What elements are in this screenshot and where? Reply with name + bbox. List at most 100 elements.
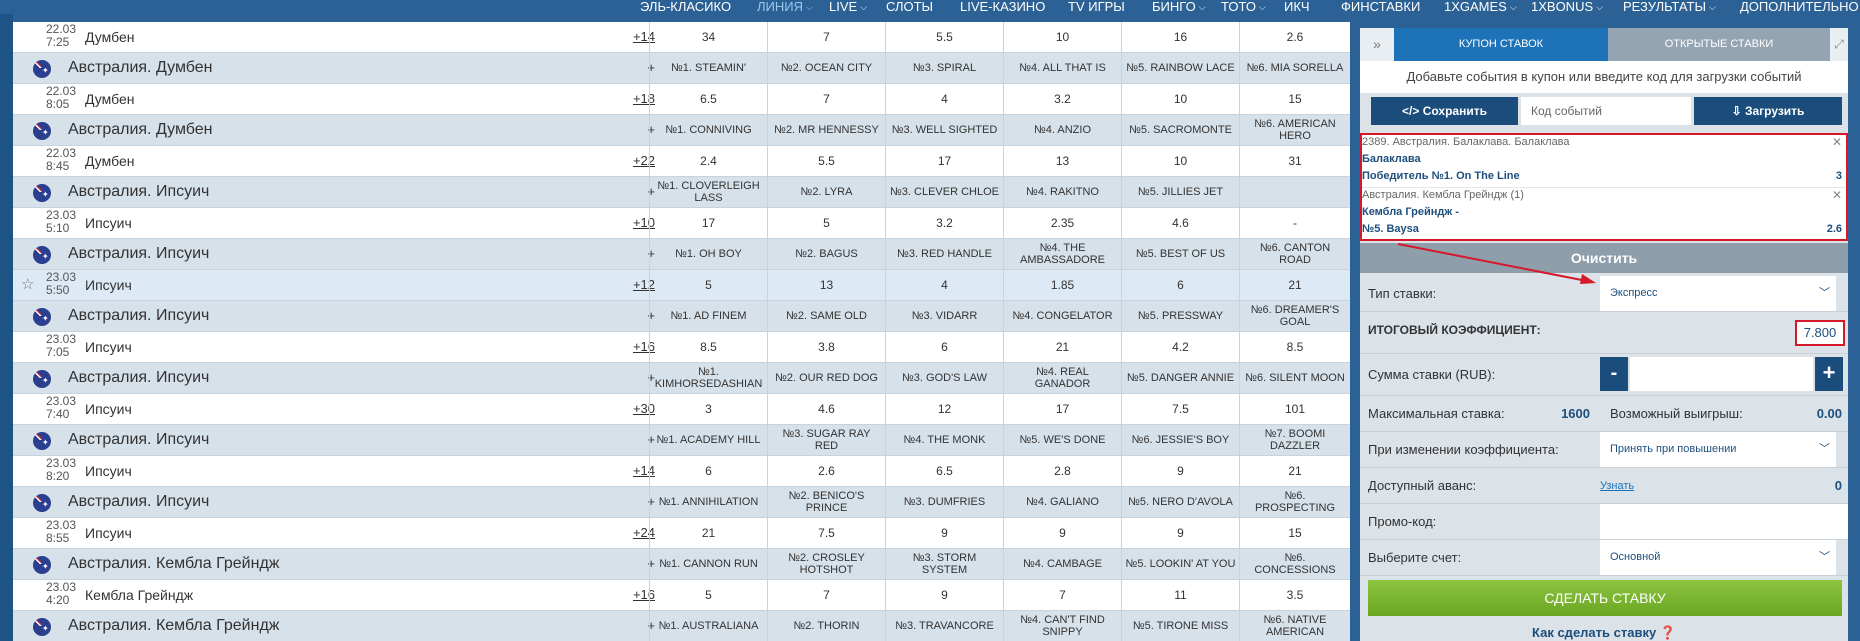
save-button[interactable]: </> Сохранить (1371, 97, 1518, 125)
favorite-star-icon[interactable]: ☆ (21, 276, 35, 293)
odds-cell[interactable]: 5.5 (767, 146, 885, 176)
odds-cell[interactable]: 5 (649, 580, 767, 610)
odds-cell[interactable]: 2.6 (1239, 22, 1350, 52)
odds-cell[interactable]: 34 (649, 22, 767, 52)
add-icon[interactable]: + (647, 618, 655, 633)
odds-cell[interactable]: 3.2 (1003, 84, 1121, 114)
odds-cell[interactable]: 17 (885, 146, 1003, 176)
odds-cell[interactable]: 13 (1003, 146, 1121, 176)
odds-cell[interactable]: 5 (767, 208, 885, 238)
odds-cell[interactable]: 10 (1121, 84, 1239, 114)
odds-cell[interactable]: 16 (1121, 22, 1239, 52)
odds-cell[interactable]: 11 (1121, 580, 1239, 610)
odds-cell[interactable]: 2.4 (649, 146, 767, 176)
event-name[interactable]: Ипсуич (85, 463, 132, 479)
nav-item[interactable]: РЕЗУЛЬТАТЫ ⌵ (1623, 0, 1716, 14)
odds-cell[interactable]: 5.5 (885, 22, 1003, 52)
event-name[interactable]: Ипсуич (85, 339, 132, 355)
place-bet-button[interactable]: СДЕЛАТЬ СТАВКУ (1368, 580, 1842, 616)
odds-cell[interactable]: 9 (885, 580, 1003, 610)
odds-cell[interactable]: 6 (885, 332, 1003, 362)
odds-cell[interactable]: 7 (767, 580, 885, 610)
odds-cell[interactable]: 3.8 (767, 332, 885, 362)
remove-bet-icon[interactable]: ✕ (1831, 188, 1842, 202)
nav-item[interactable]: ТОТО ⌵ (1221, 0, 1266, 14)
nav-item[interactable]: 1XBONUS ⌵ (1531, 0, 1603, 14)
load-button[interactable]: ⇩ Загрузить (1694, 97, 1842, 125)
event-name[interactable]: Думбен (85, 91, 135, 107)
collapse-panel-icon[interactable]: » (1360, 28, 1394, 61)
odds-cell[interactable]: 101 (1239, 394, 1350, 424)
odds-cell[interactable]: 6 (649, 456, 767, 486)
nav-item[interactable]: ФИНСТАВКИ (1341, 0, 1420, 14)
how-to-bet-link[interactable]: Как сделать ставку ❓ (1532, 625, 1676, 640)
event-name[interactable]: Думбен (85, 153, 135, 169)
odds-cell[interactable]: 13 (767, 270, 885, 300)
nav-item[interactable]: ЛИНИЯ ⌵ (757, 0, 813, 14)
odds-cell[interactable]: 15 (1239, 84, 1350, 114)
odds-cell[interactable]: 8.5 (1239, 332, 1350, 362)
add-icon[interactable]: + (647, 246, 655, 261)
account-select[interactable]: Основной ﹀ (1600, 540, 1836, 575)
odds-cell[interactable]: 2.6 (767, 456, 885, 486)
clear-button[interactable]: Очистить (1360, 243, 1848, 273)
odds-cell[interactable]: 9 (1121, 456, 1239, 486)
event-name[interactable]: Ипсуич (85, 277, 132, 293)
odds-cell[interactable]: 6 (1121, 270, 1239, 300)
add-icon[interactable]: + (647, 122, 655, 137)
odds-cell[interactable]: 8.5 (649, 332, 767, 362)
add-icon[interactable]: + (647, 60, 655, 75)
odds-cell[interactable]: 17 (649, 208, 767, 238)
odds-cell[interactable]: 7.5 (1121, 394, 1239, 424)
odds-cell[interactable]: 6.5 (649, 84, 767, 114)
pin-icon[interactable]: ⤢ (1830, 28, 1848, 61)
event-name[interactable]: Ипсуич (85, 401, 132, 417)
odds-cell[interactable]: 2.8 (1003, 456, 1121, 486)
odds-cell[interactable]: 12 (885, 394, 1003, 424)
odds-cell[interactable]: 7 (767, 84, 885, 114)
nav-item[interactable]: 1XGAMES ⌵ (1444, 0, 1517, 14)
add-icon[interactable]: + (647, 556, 655, 571)
add-icon[interactable]: + (647, 184, 655, 199)
odds-cell[interactable]: 21 (649, 518, 767, 548)
nav-item[interactable]: LIVE-КАЗИНО (960, 0, 1045, 14)
odds-cell[interactable]: 3.5 (1239, 580, 1350, 610)
add-icon[interactable]: + (647, 494, 655, 509)
nav-item[interactable]: ДОПОЛНИТЕЛЬНО⌵ (1740, 0, 1860, 14)
odds-cell[interactable]: 3.2 (885, 208, 1003, 238)
odds-cell[interactable]: 7.5 (767, 518, 885, 548)
odds-cell[interactable]: 15 (1239, 518, 1350, 548)
nav-item[interactable]: БИНГО ⌵ (1152, 0, 1206, 14)
promo-code-input[interactable] (1600, 504, 1848, 539)
tab-coupon[interactable]: КУПОН СТАВОК (1394, 28, 1608, 61)
odds-cell[interactable]: 17 (1003, 394, 1121, 424)
nav-item[interactable]: ЭЛЬ-КЛАСИКО (640, 0, 731, 14)
odds-cell[interactable]: 10 (1121, 146, 1239, 176)
bet-type-select[interactable]: Экспресс ﹀ (1600, 276, 1836, 311)
odds-cell[interactable]: 7 (767, 22, 885, 52)
nav-item[interactable]: ИКЧ (1284, 0, 1310, 14)
stake-input[interactable] (1630, 357, 1813, 391)
odds-cell[interactable]: 21 (1239, 456, 1350, 486)
event-name[interactable]: Кембла Грейндж (85, 587, 194, 603)
event-name[interactable]: Ипсуич (85, 215, 132, 231)
odds-cell[interactable]: 5 (649, 270, 767, 300)
add-icon[interactable]: + (647, 308, 655, 323)
nav-item[interactable]: LIVE ⌵ (829, 0, 867, 14)
stake-increase-button[interactable]: + (1815, 357, 1843, 391)
stake-decrease-button[interactable]: - (1600, 357, 1628, 391)
odds-cell[interactable]: 3 (649, 394, 767, 424)
event-code-input[interactable] (1521, 97, 1691, 125)
odds-cell[interactable]: 4 (885, 84, 1003, 114)
tab-open-bets[interactable]: ОТКРЫТЫЕ СТАВКИ (1608, 28, 1830, 61)
odds-cell[interactable]: 6.5 (885, 456, 1003, 486)
odds-cell[interactable]: 4.2 (1121, 332, 1239, 362)
odds-cell[interactable]: - (1239, 208, 1350, 238)
odds-cell[interactable]: 9 (1121, 518, 1239, 548)
odds-cell[interactable]: 21 (1003, 332, 1121, 362)
odds-cell[interactable]: 4.6 (767, 394, 885, 424)
odds-cell[interactable]: 9 (885, 518, 1003, 548)
odds-cell[interactable]: 4.6 (1121, 208, 1239, 238)
odds-cell[interactable]: 7 (1003, 580, 1121, 610)
odds-cell[interactable]: 10 (1003, 22, 1121, 52)
